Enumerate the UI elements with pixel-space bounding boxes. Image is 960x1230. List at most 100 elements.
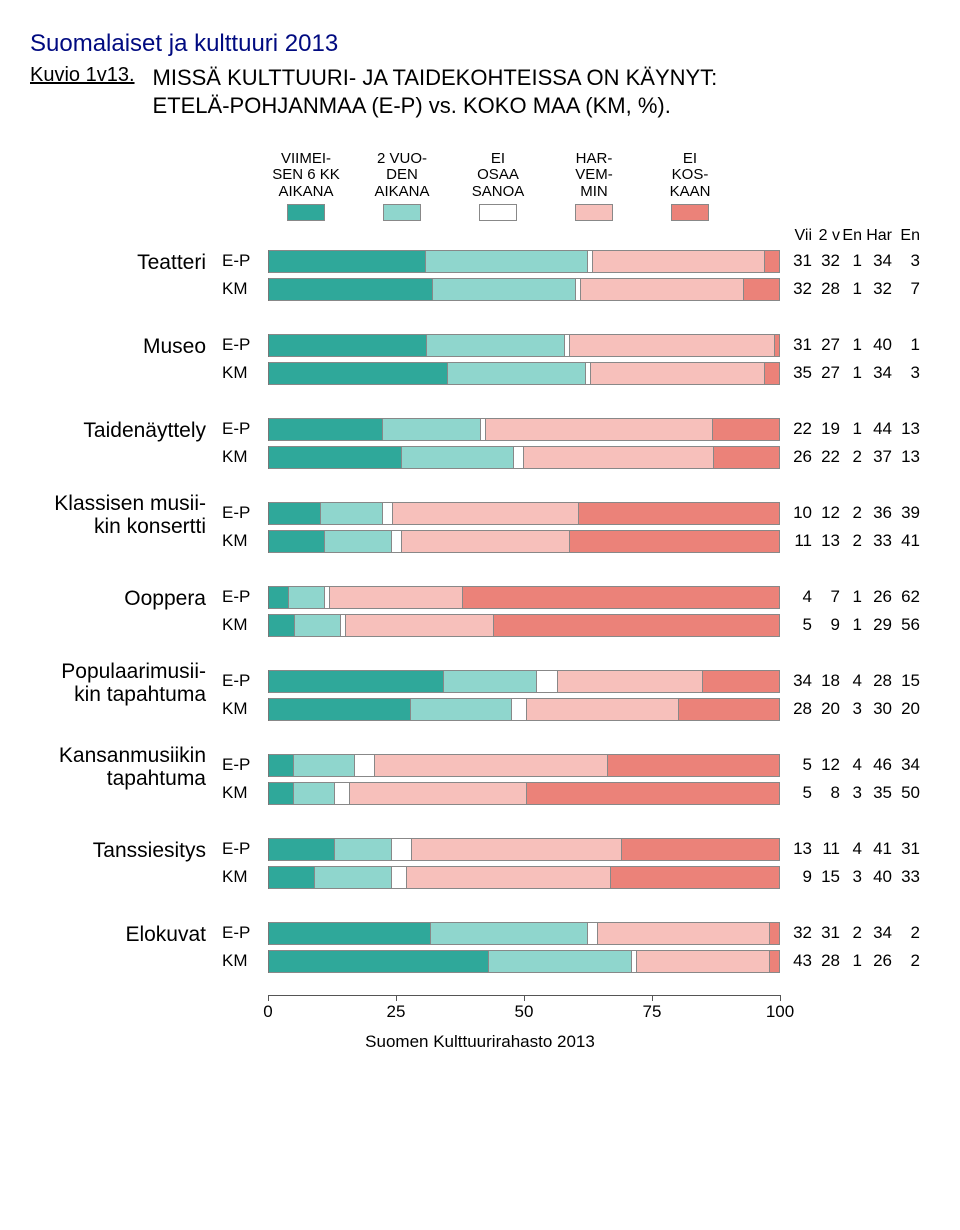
subtitle-row: Kuvio 1v13. MISSÄ KULTTUURI- JA TAIDEKOH… bbox=[30, 64, 930, 119]
category-group: E-P341842815KM282033020 bbox=[268, 653, 780, 737]
bar-segment bbox=[321, 502, 383, 525]
stacked-bar bbox=[268, 446, 780, 469]
bar-segment bbox=[375, 754, 608, 777]
category-label: Kansanmusiikin tapahtuma bbox=[30, 725, 222, 809]
value-label: 34 bbox=[784, 671, 812, 691]
bar-segment bbox=[703, 670, 780, 693]
axis-tick bbox=[780, 995, 781, 1001]
bar-segment bbox=[433, 278, 576, 301]
series-label: E-P bbox=[222, 755, 264, 775]
legend-label: EI OSAA SANOA bbox=[472, 151, 525, 201]
bar-segment bbox=[494, 614, 780, 637]
stacked-bar bbox=[268, 530, 780, 553]
value-label: 1 bbox=[840, 419, 862, 439]
category-group: E-P32312342KM43281262 bbox=[268, 905, 780, 989]
series-label: E-P bbox=[222, 503, 264, 523]
value-label: 26 bbox=[862, 951, 892, 971]
series-label: E-P bbox=[222, 251, 264, 271]
value-label: 1 bbox=[840, 335, 862, 355]
value-labels: 131144131 bbox=[784, 839, 930, 859]
axis-tick-label: 0 bbox=[263, 1002, 272, 1022]
value-label: 37 bbox=[862, 447, 892, 467]
bar-segment bbox=[412, 838, 622, 861]
bar-segment bbox=[269, 530, 325, 553]
value-label: 29 bbox=[862, 615, 892, 635]
value-labels: 32281327 bbox=[784, 279, 930, 299]
series-label: KM bbox=[222, 447, 264, 467]
value-label: 1 bbox=[840, 951, 862, 971]
category-label: Elokuvat bbox=[30, 893, 222, 977]
category-label: Ooppera bbox=[30, 557, 222, 641]
axis-tick bbox=[652, 995, 653, 1001]
value-label: 27 bbox=[812, 335, 840, 355]
value-labels: 31321343 bbox=[784, 251, 930, 271]
value-label: 11 bbox=[784, 531, 812, 551]
value-label: 4 bbox=[784, 587, 812, 607]
bar-segment bbox=[392, 838, 412, 861]
value-label: 50 bbox=[892, 783, 920, 803]
bar-segment bbox=[392, 530, 402, 553]
legend-swatch bbox=[479, 204, 517, 221]
value-label: 4 bbox=[840, 671, 862, 691]
category-group: E-P51244634KM5833550 bbox=[268, 737, 780, 821]
stacked-bar bbox=[268, 418, 780, 441]
value-label: 9 bbox=[812, 615, 840, 635]
page: Suomalaiset ja kulttuuri 2013 Kuvio 1v13… bbox=[0, 0, 960, 1230]
bar-segment bbox=[765, 362, 780, 385]
legend-label: EI KOS- KAAN bbox=[670, 151, 711, 201]
category-group: E-P31271401KM35271343 bbox=[268, 317, 780, 401]
value-labels: 32312342 bbox=[784, 923, 930, 943]
bar-segment bbox=[581, 278, 745, 301]
bar-row: KM111323341 bbox=[268, 529, 780, 553]
value-label: 28 bbox=[812, 951, 840, 971]
value-labels: 51244634 bbox=[784, 755, 930, 775]
series-label: E-P bbox=[222, 419, 264, 439]
bar-segment bbox=[350, 782, 527, 805]
category-label: Populaarimusii- kin tapahtuma bbox=[30, 641, 222, 725]
bar-row: E-P101223639 bbox=[268, 501, 780, 525]
value-label: 36 bbox=[862, 503, 892, 523]
bar-segment bbox=[335, 782, 350, 805]
bar-segment bbox=[392, 866, 407, 889]
value-label: 41 bbox=[892, 531, 920, 551]
bar-segment bbox=[269, 614, 295, 637]
value-label: 2 bbox=[840, 503, 862, 523]
bar-segment bbox=[269, 838, 335, 861]
category-group: E-P131144131KM91534033 bbox=[268, 821, 780, 905]
value-label: 46 bbox=[862, 755, 892, 775]
stacked-bar bbox=[268, 782, 780, 805]
value-label: 9 bbox=[784, 867, 812, 887]
value-label: 10 bbox=[784, 503, 812, 523]
bar-segment bbox=[315, 866, 392, 889]
value-label: 35 bbox=[784, 363, 812, 383]
bar-segment bbox=[426, 250, 588, 273]
bar-row: E-P341842815 bbox=[268, 669, 780, 693]
value-label: 31 bbox=[784, 335, 812, 355]
value-label: 32 bbox=[812, 251, 840, 271]
series-label: E-P bbox=[222, 923, 264, 943]
bar-segment bbox=[289, 586, 325, 609]
bar-segment bbox=[512, 698, 527, 721]
bar-segment bbox=[402, 530, 571, 553]
axis-tick-label: 50 bbox=[515, 1002, 534, 1022]
value-label: 2 bbox=[840, 923, 862, 943]
bar-segment bbox=[431, 922, 588, 945]
value-label: 3 bbox=[892, 363, 920, 383]
value-label: 31 bbox=[784, 251, 812, 271]
axis-tick bbox=[268, 995, 269, 1001]
bar-segment bbox=[269, 446, 402, 469]
value-label: 8 bbox=[812, 783, 840, 803]
bar-segment bbox=[269, 278, 433, 301]
value-label: 1 bbox=[892, 335, 920, 355]
bar-segment bbox=[489, 950, 632, 973]
bar-segment bbox=[537, 670, 558, 693]
figure-number: Kuvio 1v13. bbox=[30, 64, 135, 87]
stacked-bar bbox=[268, 614, 780, 637]
series-label: KM bbox=[222, 615, 264, 635]
series-label: E-P bbox=[222, 839, 264, 859]
value-labels: 43281262 bbox=[784, 951, 930, 971]
value-label: 33 bbox=[892, 867, 920, 887]
value-label: 13 bbox=[812, 531, 840, 551]
series-label: KM bbox=[222, 363, 264, 383]
bar-segment bbox=[294, 754, 355, 777]
